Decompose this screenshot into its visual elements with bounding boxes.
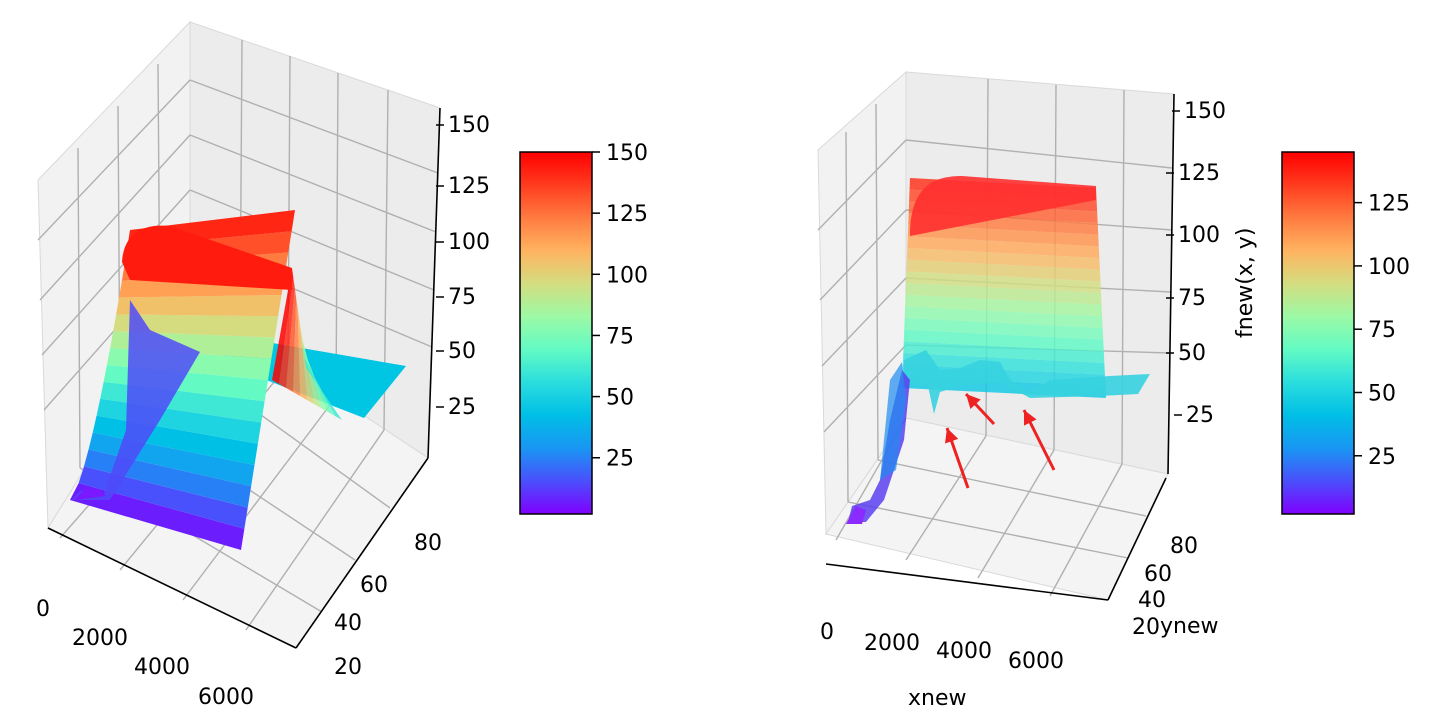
surface-band (907, 224, 1099, 247)
colorbar-tick-label: 75 (606, 324, 634, 349)
surface-band (904, 318, 1104, 340)
z-tick-label: 100 (448, 230, 490, 255)
surface-band (903, 329, 1104, 352)
colorbar-tick-label: 150 (606, 141, 648, 166)
surface-band (902, 353, 1105, 375)
colorbar-tick-label: 50 (1368, 381, 1396, 406)
surface-foot-shade (880, 362, 906, 480)
surface-slope (286, 288, 297, 392)
surface-band (903, 341, 1105, 363)
z-tick-label: 25 (1186, 403, 1214, 428)
left-z-axis-line (427, 107, 441, 459)
right-colorbar-gradient (1281, 151, 1355, 515)
surface-slope (299, 318, 314, 404)
x-tick-label: 4000 (936, 639, 992, 664)
right-ylabel: ynew (1160, 614, 1219, 639)
y-tick-label: 20 (1132, 615, 1160, 640)
surface-foot-tip (74, 488, 106, 500)
colorbar-tick-label: 75 (1368, 318, 1396, 343)
left-colorbar-gradient (519, 151, 593, 515)
surface-band (70, 483, 245, 550)
x-tick-label: 4000 (134, 655, 190, 680)
z-tick-label: 75 (1178, 286, 1206, 311)
x-tick-label: 0 (36, 597, 50, 622)
right-colorbar: 25 50 75 100 125 (1281, 151, 1410, 515)
colorbar-tick-label: 25 (1368, 445, 1396, 470)
right-zlabel: fnew(x, y) (1233, 228, 1258, 338)
x-tick-label: 2000 (864, 631, 920, 656)
right-colorbar-ticks: 25 50 75 100 125 (1354, 192, 1410, 470)
colorbar-tick-label: 100 (1368, 255, 1410, 280)
surface-slope (279, 278, 295, 388)
y-tick-label: 60 (360, 573, 388, 598)
y-tick-label: 40 (334, 611, 362, 636)
annotation-arrow-head (1024, 410, 1037, 426)
surface-band (904, 306, 1103, 328)
colorbar-tick-label: 50 (606, 386, 634, 411)
x-tick-label: 6000 (198, 685, 254, 710)
surface-band (906, 248, 1100, 270)
left-surface (70, 210, 406, 550)
colorbar-tick-label: 125 (1368, 192, 1410, 217)
y-tick-label: 80 (414, 531, 442, 556)
right-annotations (945, 392, 1056, 489)
z-tick-label: 125 (1178, 161, 1220, 186)
x-tick-label: 6000 (1008, 649, 1064, 674)
surface-top (910, 176, 1096, 236)
surface-slope (272, 268, 294, 384)
z-tick-label: 150 (1184, 99, 1226, 124)
y-tick-label: 20 (334, 655, 362, 680)
surface-band (905, 294, 1103, 317)
left-x-axis-line (47, 527, 297, 649)
surface-plateau (904, 350, 1150, 414)
left-y-axis-line (295, 457, 429, 649)
surface-foot-tip (846, 506, 866, 524)
surface-band (906, 271, 1101, 293)
left-colorbar: 25 50 75 100 125 150 (519, 141, 648, 515)
surface-band (905, 283, 1102, 305)
surface-slope (297, 308, 307, 400)
surface-band (116, 295, 282, 317)
right-x-axis-line (825, 563, 1109, 601)
surface-foot (72, 300, 200, 500)
z-tick-label: 50 (448, 339, 476, 364)
surface-slope (293, 298, 300, 396)
surface-ridge (122, 225, 292, 290)
colorbar-tick-label: 125 (606, 202, 648, 227)
surface-band (907, 236, 1100, 258)
surface-band (113, 314, 279, 338)
right-surface (846, 176, 1150, 524)
z-tick-label: 125 (448, 174, 490, 199)
right-y-axis-line (1107, 477, 1167, 601)
z-tick-label: 100 (1178, 223, 1220, 248)
z-tick-label: 75 (448, 285, 476, 310)
colorbar-tick-label: 100 (606, 263, 648, 288)
right-z-axis-line (1167, 93, 1175, 475)
y-tick-label: 80 (1170, 534, 1198, 559)
z-tick-label: 50 (1178, 341, 1206, 366)
x-tick-label: 0 (820, 620, 834, 645)
y-tick-label: 60 (1144, 562, 1172, 587)
z-tick-label: 150 (448, 113, 490, 138)
surface-band (906, 259, 1101, 282)
right-xlabel: xnew (908, 686, 967, 711)
x-tick-label: 2000 (72, 626, 128, 651)
annotation-arrow-head (945, 428, 959, 444)
left-colorbar-ticks: 25 50 75 100 125 150 (592, 141, 648, 472)
annotation-arrow-head (966, 394, 981, 410)
y-tick-label: 40 (1138, 588, 1166, 613)
colorbar-tick-label: 25 (606, 447, 634, 472)
z-tick-label: 25 (448, 395, 476, 420)
